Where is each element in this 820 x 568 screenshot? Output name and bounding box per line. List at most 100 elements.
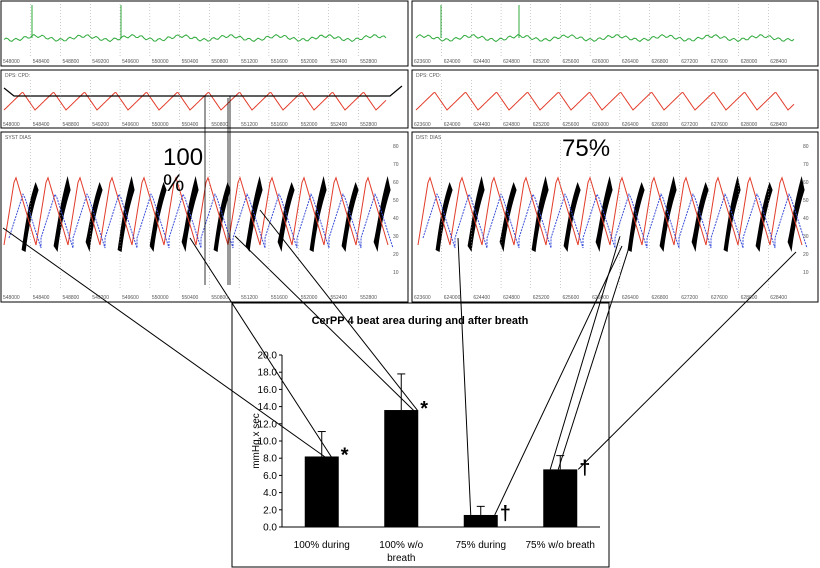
Ltop-tick-7: 550800 <box>211 59 228 65</box>
panel-mid-right: DPS: CPD: <box>411 69 819 129</box>
wl-stroke-10 <box>341 182 359 252</box>
panel-wave-right: D/ST: DIAS 75% <box>411 131 819 303</box>
Lwave-tick-11: 552400 <box>330 295 347 301</box>
Ltop-tick-2: 548800 <box>63 59 80 65</box>
wave-right-ytick-3: 50 <box>803 198 809 204</box>
green-trace-left <box>3 34 387 43</box>
wr-stroke-0 <box>435 182 453 252</box>
bar-2 <box>463 514 498 527</box>
bracket-left <box>3 85 403 97</box>
Rmid-tick-2: 624400 <box>473 122 490 128</box>
x-category-2: 75% during <box>455 540 506 551</box>
Lwave-tick-12: 552800 <box>360 295 377 301</box>
y-tick-label-2: 4.0 <box>263 488 277 499</box>
Rmid-tick-12: 628400 <box>770 122 787 128</box>
wave-right-label: D/ST: DIAS <box>416 135 442 141</box>
red-trace-mid-right <box>415 92 795 111</box>
Ltop-tick-10: 552000 <box>301 59 318 65</box>
wave-right-ytick-1: 70 <box>803 162 809 168</box>
x-category-1: 100% w/o breath <box>379 540 423 564</box>
wave-left-ytick-7: 10 <box>393 270 399 276</box>
Rwave-tick-7: 626400 <box>622 295 639 301</box>
y-tick-label-0: 0.0 <box>263 523 277 534</box>
panel-top-right <box>411 0 819 67</box>
bar-marker-0: * <box>341 444 349 466</box>
Lwave-tick-4: 549600 <box>122 295 139 301</box>
Rtop-tick-9: 627200 <box>681 59 698 65</box>
connector-lines <box>2 96 797 516</box>
bar-marker-1: * <box>420 398 428 420</box>
Rmid-tick-9: 627200 <box>681 122 698 128</box>
wl-stroke-0 <box>21 182 39 252</box>
pct-100-label: 100 <box>163 144 203 171</box>
Lmid-tick-11: 552400 <box>330 122 347 128</box>
wl-stroke-5 <box>181 176 199 252</box>
wl-stroke-2 <box>85 182 103 252</box>
wr-stroke-2 <box>499 182 517 252</box>
wr-stroke-10 <box>755 182 773 252</box>
Rmid-tick-6: 626000 <box>592 122 609 128</box>
Lwave-tick-1: 548400 <box>33 295 50 301</box>
connector-5 <box>494 245 623 516</box>
panel-top-left <box>0 0 409 67</box>
Rtop-tick-12: 628400 <box>770 59 787 65</box>
Rtop-tick-4: 625200 <box>533 59 550 65</box>
Rtop-tick-5: 625600 <box>562 59 579 65</box>
Ltop-tick-11: 552400 <box>330 59 347 65</box>
Rmid-tick-0: 623600 <box>414 122 431 128</box>
Lmid-tick-2: 548800 <box>63 122 80 128</box>
Lmid-tick-12: 552800 <box>360 122 377 128</box>
y-tick-label-8: 16.0 <box>258 385 278 396</box>
y-tick-label-4: 8.0 <box>263 454 277 465</box>
Rtop-tick-6: 626000 <box>592 59 609 65</box>
wl-stroke-8 <box>277 182 295 252</box>
wl-stroke-1 <box>53 176 71 252</box>
mid-left-label: DPS: CPD: <box>5 73 30 79</box>
connector-1 <box>189 237 333 458</box>
Rwave-tick-6: 626000 <box>592 295 609 301</box>
Rwave-tick-0: 623600 <box>414 295 431 301</box>
Ltop-tick-6: 550400 <box>182 59 199 65</box>
green-trace-right <box>415 33 795 43</box>
Rwave-tick-1: 624000 <box>444 295 461 301</box>
Rmid-tick-5: 625600 <box>562 122 579 128</box>
Rtop-tick-11: 628000 <box>741 59 758 65</box>
Rtop-tick-7: 626400 <box>622 59 639 65</box>
Lmid-tick-9: 551600 <box>271 122 288 128</box>
connector-6 <box>549 235 621 470</box>
wl-stroke-6 <box>213 182 231 252</box>
connector-8 <box>577 251 797 470</box>
Rtop-tick-10: 627600 <box>711 59 728 65</box>
Lwave-tick-3: 549200 <box>92 295 109 301</box>
wave-left-ytick-6: 20 <box>393 252 399 258</box>
bar-marker-3: † <box>579 457 590 479</box>
Ltop-tick-4: 549600 <box>122 59 139 65</box>
Ltop-tick-3: 549200 <box>92 59 109 65</box>
Rtop-tick-0: 623600 <box>414 59 431 65</box>
wr-stroke-8 <box>691 182 709 252</box>
Lmid-tick-6: 550400 <box>182 122 199 128</box>
wl-blue <box>8 193 394 249</box>
wave-left-label: SYST DIAS <box>5 135 32 141</box>
Lwave-tick-6: 550400 <box>182 295 199 301</box>
waveforms-left <box>3 176 394 252</box>
Rwave-tick-5: 625600 <box>562 295 579 301</box>
Lwave-tick-8: 551200 <box>241 295 258 301</box>
red-trace-mid-left <box>3 92 387 111</box>
wave-left-ytick-5: 30 <box>393 234 399 240</box>
bar-1 <box>384 410 419 527</box>
wr-blue <box>422 193 808 249</box>
wave-right-ytick-6: 20 <box>803 252 809 258</box>
Rmid-tick-1: 624000 <box>444 122 461 128</box>
Rmid-tick-4: 625200 <box>533 122 550 128</box>
connector-0 <box>2 227 327 458</box>
Rwave-tick-4: 625200 <box>533 295 550 301</box>
x-category-3: 75% w/o breath <box>526 540 596 551</box>
wave-left-ytick-2: 60 <box>393 180 399 186</box>
Lmid-tick-5: 550000 <box>152 122 169 128</box>
Rmid-tick-10: 627600 <box>711 122 728 128</box>
Rwave-tick-9: 627200 <box>681 295 698 301</box>
Rtop-tick-1: 624000 <box>444 59 461 65</box>
x-category-line-1: 100% w/o <box>379 540 423 551</box>
pct-75-label: 75% <box>562 135 610 162</box>
